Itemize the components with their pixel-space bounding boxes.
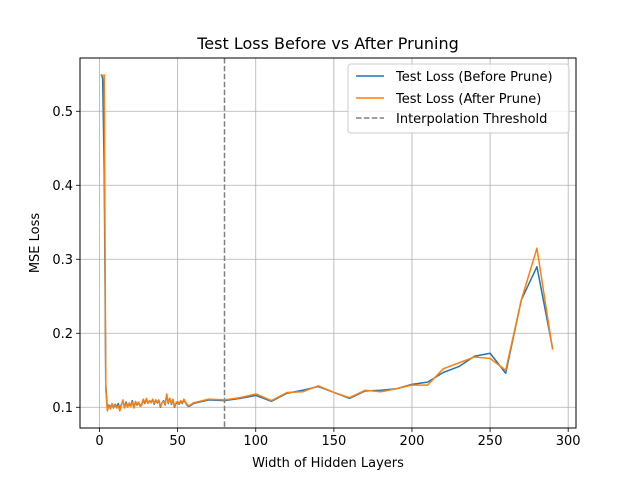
ticks: 0 50 100 150 200 250 300 0.1 0.2 0.3 0.4 0.5 — [52, 105, 580, 449]
legend-box — [347, 63, 570, 134]
x-tick-label: 300 — [556, 434, 581, 449]
y-tick-label: 0.4 — [52, 179, 73, 194]
y-tick-label: 0.1 — [52, 401, 73, 416]
series-line-after-prune — [100, 73, 554, 412]
x-tick-label: 50 — [169, 434, 186, 449]
legend: Test Loss (Before Prune) Test Loss (Afte… — [347, 63, 570, 134]
legend-label-after: Test Loss (After Prune) — [395, 92, 541, 107]
series-layer — [100, 73, 554, 412]
plot-frame — [79, 57, 577, 429]
y-tick-label: 0.5 — [52, 105, 73, 120]
y-tick-label: 0.3 — [52, 253, 73, 268]
legend-label-threshold: Interpolation Threshold — [396, 112, 547, 127]
x-tick-label: 150 — [321, 434, 346, 449]
x-tick-label: 200 — [400, 434, 425, 449]
grid — [80, 58, 576, 428]
y-tick-label: 0.2 — [52, 327, 73, 342]
x-tick-label: 0 — [95, 434, 103, 449]
legend-label-before: Test Loss (Before Prune) — [395, 70, 553, 85]
x-tick-label: 100 — [243, 434, 268, 449]
chart-title: Test Loss Before vs After Pruning — [196, 34, 459, 53]
y-axis-label: MSE Loss — [28, 213, 43, 274]
x-tick-label: 250 — [478, 434, 503, 449]
x-axis-label: Width of Hidden Layers — [252, 456, 404, 471]
